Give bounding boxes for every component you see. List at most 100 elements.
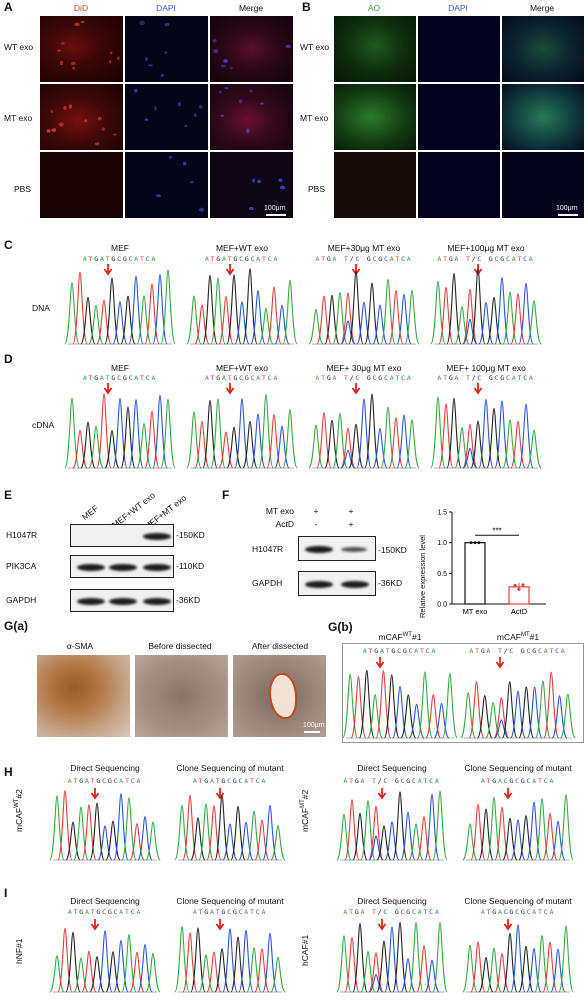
chromatogram-peak	[352, 922, 368, 993]
chromatogram-peak	[550, 948, 566, 993]
panel-a-row-wt: WT exo	[4, 42, 34, 52]
chromatogram-peak	[214, 794, 230, 861]
panel-gb-title-1: mCAFWT#1	[379, 632, 422, 642]
panel-b-ao-wt-image	[334, 16, 416, 82]
chromatogram-peak	[49, 955, 65, 993]
micrograph-dot	[109, 51, 113, 55]
chromatogram-peak	[89, 956, 105, 993]
mutation-arrow	[215, 919, 225, 931]
chromatogram-peak	[348, 271, 364, 345]
panel-i-row-1: hNF#1	[14, 938, 24, 964]
micrograph-dot	[260, 102, 264, 105]
micrograph-dot	[199, 207, 205, 212]
chromatogram-peak	[89, 802, 105, 861]
micrograph-dot	[177, 102, 181, 107]
panel-f-label: F	[222, 488, 230, 502]
panel-e-blot-pik3ca	[70, 555, 174, 578]
chromatogram-peak	[543, 671, 560, 739]
chromatogram-peak	[72, 429, 88, 469]
panel-c-sequence-4: ATGA T/C GCGCATCA	[437, 255, 535, 263]
chromatogram-peak	[356, 301, 372, 345]
micrograph-dot	[257, 179, 261, 184]
chromatogram-peak	[308, 424, 324, 469]
chromatogram-peak	[238, 821, 254, 861]
panel-c-label: C	[4, 238, 13, 252]
chromatogram-peak	[446, 397, 462, 469]
panel-h-row-2-sup: MT	[300, 799, 307, 808]
panel-d-sequence-3: ATGA T/C GCGCATCA	[315, 374, 413, 382]
micrograph-dot	[239, 99, 243, 104]
micrograph-dot	[224, 86, 229, 90]
chromatogram-peak	[364, 393, 380, 469]
panel-b-col-dapi: DAPI	[448, 3, 468, 13]
panel-f-chart-replicate-dot	[521, 583, 525, 587]
micrograph-dot	[220, 114, 225, 117]
panel-a-did-pbs-image	[40, 152, 123, 218]
micrograph-dot	[94, 142, 100, 146]
mutation-arrow	[103, 264, 113, 276]
mutation-arrow	[103, 383, 113, 395]
panel-h-row-1-sup: WT	[14, 798, 21, 808]
chromatogram-peak	[372, 427, 388, 469]
panel-f-chart-bar	[464, 542, 486, 605]
mutation-arrow	[225, 264, 235, 276]
panel-f-chart-replicate-dot	[513, 584, 517, 588]
panel-h-title-3: Direct Sequencing	[357, 763, 427, 773]
micrograph-dot	[156, 194, 161, 198]
micrograph-dot	[246, 128, 250, 134]
panel-b-label: B	[302, 0, 311, 14]
panel-d-title-3: MEF+ 30μg MT exo	[326, 363, 402, 373]
chromatogram-peak	[65, 931, 81, 993]
panel-a-scale-text: 100μm	[264, 205, 286, 212]
micrograph-dot	[97, 116, 102, 121]
panel-c-title-3: MEF+30μg MT exo	[327, 243, 401, 253]
panel-f-chart-replicate-dot	[517, 587, 521, 591]
micrograph-dot	[148, 64, 153, 67]
chromatogram-peak	[194, 304, 210, 345]
panel-d-title-2: MEF+WT exo	[215, 363, 269, 373]
chromatogram-peak	[550, 820, 566, 861]
panel-a-dapi-pbs-image	[125, 152, 208, 218]
micrograph-dot	[46, 129, 51, 133]
micrograph-dot	[68, 104, 72, 109]
micrograph-dot	[60, 41, 65, 45]
panel-gb-frame	[342, 643, 584, 743]
chromatogram-peak	[408, 703, 425, 739]
micrograph-dot	[220, 64, 227, 68]
micrograph-dot	[218, 90, 222, 94]
chromatogram-peak	[486, 296, 502, 345]
panel-h-sequence-2: ATGATGCGCATCA	[192, 777, 268, 785]
panel-a-did-wt-image	[40, 16, 123, 82]
chromatogram-peak	[222, 823, 238, 861]
panel-a-row-mt: MT exo	[4, 113, 33, 123]
chromatogram-peak	[348, 423, 364, 469]
mutation-arrow	[503, 788, 513, 800]
chromatogram-peak	[194, 420, 210, 469]
panel-f-chart-y-tick-label: 1.0	[437, 540, 447, 547]
panel-e-row-1: H1047R	[6, 530, 38, 540]
chromatogram-peak	[404, 289, 420, 345]
panel-f-chart-category-label: ActD	[511, 607, 528, 616]
micrograph-dot	[116, 56, 120, 61]
chromatogram-peak	[432, 790, 448, 861]
panel-f-treat-1-v1: +	[313, 506, 319, 516]
panel-c-title-4: MEF+100μg MT exo	[447, 243, 525, 253]
panel-e-size-1: -150KD	[176, 530, 205, 540]
chromatogram-peak	[254, 948, 270, 993]
panel-ga-title-3: After dissected	[251, 641, 309, 651]
panel-f-treat-2-v2: +	[348, 519, 354, 529]
chromatogram-peak	[190, 817, 206, 861]
chromatogram-peak	[384, 821, 400, 861]
panel-i-row-2: hCAF#1	[300, 934, 310, 966]
panel-i-title-2: Clone Sequencing of mutant	[176, 896, 284, 906]
panel-c-sequence-3: ATGA T/C GCGCATCA	[315, 255, 413, 263]
panel-a-merge-mt-image	[210, 84, 293, 150]
micrograph-dot	[57, 49, 61, 52]
panel-f-blot-h1047r	[298, 536, 376, 561]
panel-f-chart-replicate-dot	[473, 541, 477, 545]
panel-i-sequence-1: ATGATGCGCATCA	[67, 908, 143, 916]
panel-b-merge-mt-image	[502, 84, 584, 150]
panel-e-size-2: -110KD	[176, 561, 205, 571]
panel-ga-after-image	[233, 655, 326, 737]
